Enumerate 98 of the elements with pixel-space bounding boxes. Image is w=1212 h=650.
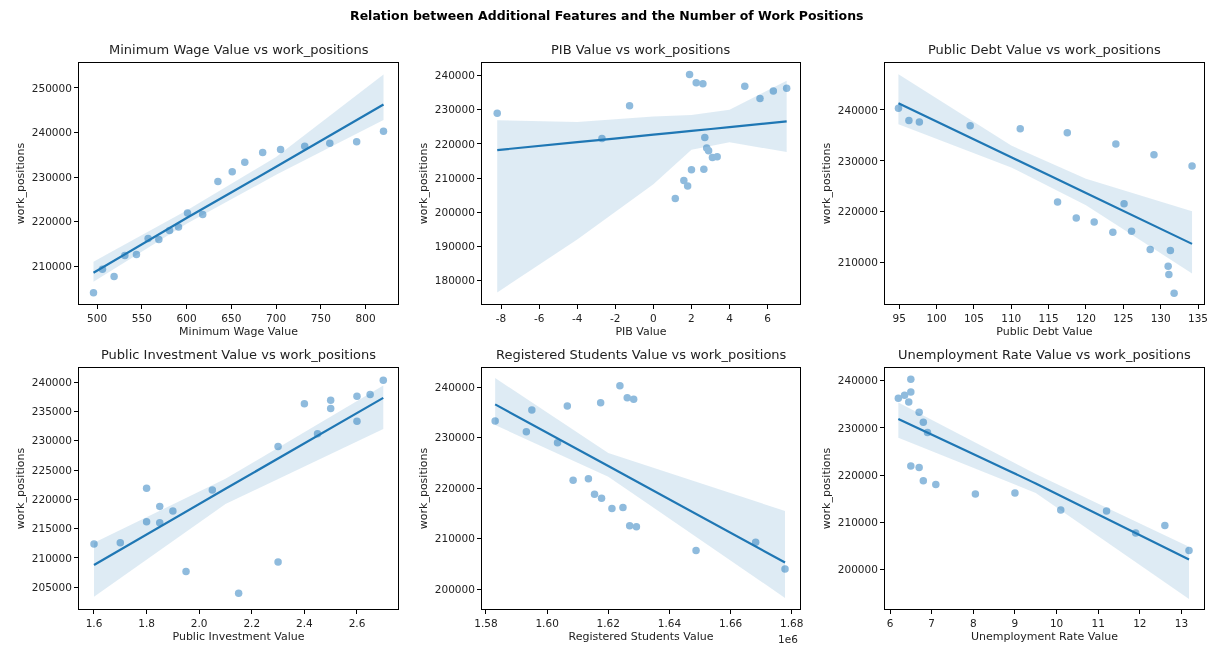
x-tick-label: 1.60: [535, 616, 559, 629]
y-tick-label: 250000: [31, 81, 72, 94]
x-tick-label: 1.64: [657, 616, 682, 629]
y-tick-label: 235000: [31, 405, 72, 418]
y-tick-label: 205000: [31, 580, 72, 593]
x-tick-label: 2.2: [243, 616, 261, 629]
x-tick-label: 2.0: [190, 616, 208, 629]
y-tick-label: 240000: [31, 375, 72, 388]
x-tick-label: 12: [1133, 616, 1147, 629]
y-tick-label: 210000: [434, 532, 475, 545]
y-tick-label: 210000: [434, 171, 475, 184]
x-tick-label: 7: [928, 616, 935, 629]
chart-title: PIB Value vs work_positions: [551, 42, 731, 57]
x-tick-label: 650: [221, 311, 242, 324]
y-tick-label: 240000: [837, 103, 878, 116]
x-tick-label: -8: [495, 311, 507, 324]
x-tick-label: 600: [176, 311, 197, 324]
x-tick-label: 1.58: [474, 616, 498, 629]
y-tick-label: 240000: [837, 374, 878, 387]
x-axis-title: Public Investment Value: [172, 629, 305, 643]
x-tick-label: 1.66: [718, 616, 743, 629]
x-tick-label: 550: [131, 311, 152, 324]
y-tick-label: 230000: [837, 421, 878, 434]
y-tick-label: 240000: [434, 69, 475, 82]
x-axis-title: Unemployment Rate Value: [971, 629, 1119, 643]
x-tick-label: 2.6: [348, 616, 366, 629]
y-tick-label: 190000: [434, 239, 475, 252]
x-tick-label: 13: [1174, 616, 1189, 629]
y-tick-label: 220000: [434, 481, 475, 494]
y-tick-label: 210000: [837, 515, 878, 528]
y-tick-label: 180000: [434, 274, 475, 287]
x-tick-label: 1.62: [596, 616, 620, 629]
chart-title: Registered Students Value vs work_positions: [496, 347, 787, 362]
y-tick-label: 210000: [837, 256, 878, 269]
y-tick-label: 215000: [31, 522, 72, 535]
x-tick-label: 6: [764, 311, 772, 324]
y-tick-label: 220000: [31, 493, 72, 506]
y-tick-label: 230000: [837, 154, 878, 167]
x-tick-label: 125: [1113, 311, 1134, 324]
y-tick-label: 230000: [434, 431, 475, 444]
x-tick-label: 500: [87, 311, 108, 324]
x-tick-label: 8: [969, 616, 977, 629]
x-tick-label: 120: [1075, 311, 1096, 324]
x-axis-title: PIB Value: [615, 324, 667, 338]
x-tick-label: 9: [1011, 616, 1019, 629]
x-tick-label: 4: [726, 311, 734, 324]
y-axis-title: work_positions: [417, 142, 431, 225]
x-tick-label: 6: [886, 616, 894, 629]
x-tick-label: 135: [1188, 311, 1209, 324]
x-tick-label: 800: [355, 311, 376, 324]
x-tick-label: 100: [926, 311, 947, 324]
y-axis-title: work_positions: [820, 447, 834, 530]
chart-title: Minimum Wage Value vs work_positions: [109, 42, 369, 57]
y-tick-label: 220000: [837, 468, 878, 481]
y-axis-title: work_positions: [14, 142, 28, 225]
y-tick-label: 200000: [434, 582, 475, 595]
y-tick-label: 220000: [837, 205, 878, 218]
y-tick-label: 230000: [31, 434, 72, 447]
y-tick-label: 210000: [31, 259, 72, 272]
y-tick-label: 225000: [31, 463, 72, 476]
chart-title: Unemployment Rate Value vs work_positions: [898, 347, 1191, 362]
y-axis-title: work_positions: [14, 447, 28, 530]
x-tick-label: 1.6: [85, 616, 103, 629]
x-tick-label: 10: [1049, 616, 1064, 629]
x-axis-title: Public Debt Value: [996, 324, 1093, 338]
x-tick-label: -4: [571, 311, 583, 324]
y-tick-label: 200000: [434, 205, 475, 218]
x-tick-label: 2.4: [296, 616, 314, 629]
x-tick-label: 750: [310, 311, 331, 324]
x-tick-label: 11: [1091, 616, 1105, 629]
y-tick-label: 230000: [31, 170, 72, 183]
y-tick-label: 200000: [837, 563, 878, 576]
y-tick-label: 240000: [31, 126, 72, 139]
x-tick-label: 130: [1150, 311, 1171, 324]
x-tick-label: 700: [266, 311, 287, 324]
x-tick-label: 0: [650, 311, 657, 324]
x-tick-label: -2: [610, 311, 621, 324]
x-tick-label: 1.68: [780, 616, 804, 629]
x-tick-label: -6: [533, 311, 545, 324]
y-tick-label: 220000: [31, 215, 72, 228]
x-tick-label: 1.8: [138, 616, 155, 629]
x-tick-label: 115: [1038, 311, 1059, 324]
text: 1e6: [778, 633, 799, 645]
y-axis-title: work_positions: [820, 142, 834, 225]
x-tick-label: 2: [688, 311, 695, 324]
text: Relation between Additional Features and the Number of Work Positions: [350, 8, 864, 23]
y-tick-label: 240000: [434, 380, 475, 393]
chart-title: Public Investment Value vs work_positions: [101, 347, 377, 362]
y-axis-title: work_positions: [417, 447, 431, 530]
y-tick-label: 230000: [434, 103, 475, 116]
y-tick-label: 220000: [434, 137, 475, 150]
x-axis-title: Minimum Wage Value: [179, 324, 299, 338]
chart-title: Public Debt Value vs work_positions: [928, 42, 1161, 57]
x-tick-label: 105: [963, 311, 984, 324]
x-tick-label: 95: [892, 311, 906, 324]
x-tick-label: 110: [1001, 311, 1022, 324]
x-axis-title: Registered Students Value: [568, 629, 714, 643]
y-tick-label: 210000: [31, 551, 72, 564]
